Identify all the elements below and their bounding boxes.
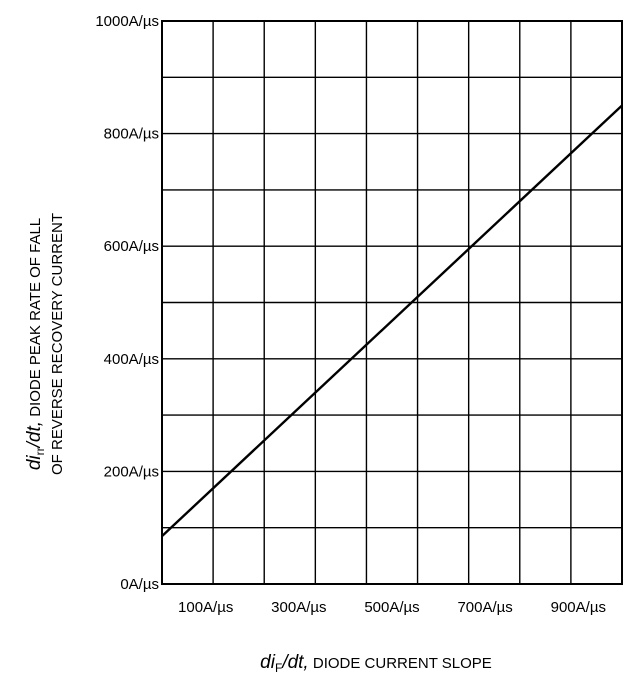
x-axis-title: diF/dt, DIODE CURRENT SLOPE (260, 652, 492, 675)
y-axis-title-line2: OF REVERSE RECOVERY CURRENT (49, 213, 66, 475)
y-tick-label: 800A/µs (104, 126, 159, 143)
series-line (161, 104, 623, 538)
y-tick-label: 600A/µs (104, 238, 159, 255)
x-tick-labels: 100A/µs 300A/µs 500A/µs 700A/µs 900A/µs (178, 599, 606, 616)
y-axis-title-line1: dirr/dt, DIODE PEAK RATE OF FALL (24, 218, 47, 470)
x-tick-label: 100A/µs (178, 599, 233, 616)
x-tick-label: 500A/µs (364, 599, 419, 616)
y-tick-label: 400A/µs (104, 351, 159, 368)
x-tick-label: 700A/µs (457, 599, 512, 616)
y-tick-labels: 0A/µs 200A/µs 400A/µs 600A/µs 800A/µs 1000A/µ… (95, 13, 159, 593)
x-tick-label: 900A/µs (551, 599, 606, 616)
y-tick-label: 200A/µs (104, 463, 159, 480)
x-tick-label: 300A/µs (271, 599, 326, 616)
grid (162, 21, 622, 584)
series (161, 104, 623, 538)
y-tick-label: 0A/µs (120, 576, 159, 593)
y-tick-label: 1000A/µs (95, 13, 159, 30)
plot-frame (161, 20, 623, 585)
y-axis-title: dirr/dt, DIODE PEAK RATE OF FALL OF REVE… (24, 213, 66, 475)
